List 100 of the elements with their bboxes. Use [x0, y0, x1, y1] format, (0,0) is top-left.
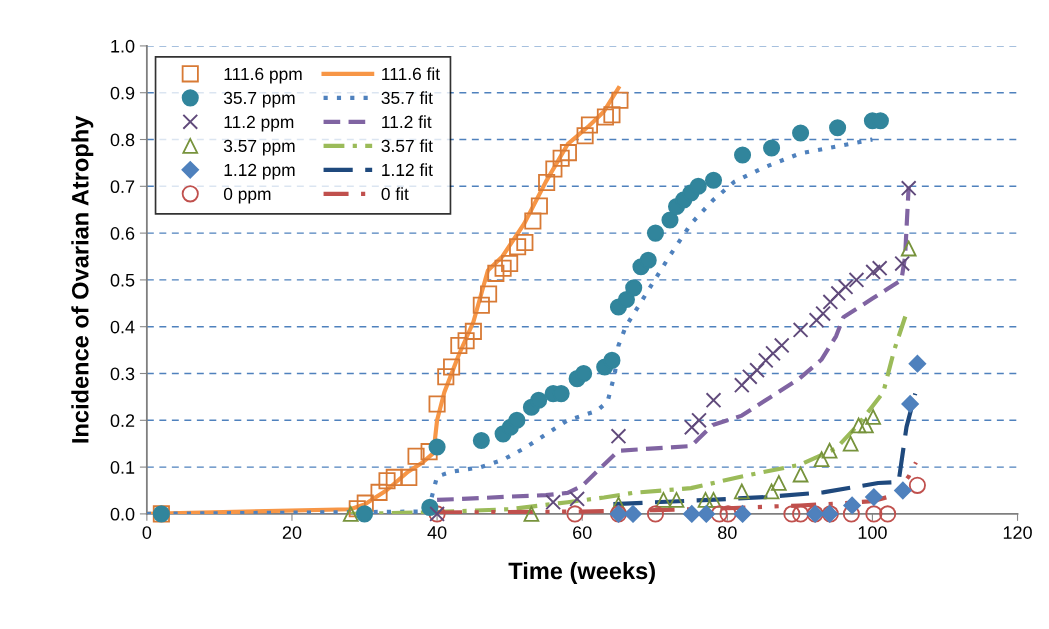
point — [464, 322, 482, 340]
point — [792, 505, 810, 523]
point — [603, 106, 621, 124]
point — [457, 332, 475, 350]
point — [509, 238, 527, 256]
y-tick-label: 1.0 — [111, 39, 135, 53]
legend-label: 1.12 ppm — [224, 163, 295, 180]
point — [646, 505, 665, 523]
x-tick-label: 40 — [427, 526, 447, 539]
point — [770, 475, 787, 491]
point — [865, 488, 883, 506]
y-tick-label: 0.6 — [110, 227, 135, 240]
point — [763, 483, 780, 500]
point — [842, 435, 859, 452]
point — [865, 409, 881, 425]
point — [611, 91, 629, 109]
point — [842, 505, 860, 523]
point — [523, 506, 540, 522]
point — [487, 264, 505, 282]
y-tick-label: 0.4 — [110, 320, 135, 334]
point — [545, 494, 562, 511]
point — [385, 468, 403, 486]
x-tick-label: 100 — [858, 526, 887, 539]
y-tick-label: 0.8 — [110, 133, 135, 147]
point — [683, 419, 700, 436]
point — [407, 447, 425, 465]
point — [420, 443, 438, 461]
point — [437, 368, 455, 386]
y-tick-label: 0.7 — [110, 180, 135, 194]
legend-label: 1.12 fit — [382, 163, 433, 177]
point — [697, 492, 714, 508]
x-tick-label: 60 — [573, 526, 592, 539]
point — [428, 395, 446, 413]
legend-label: 0 ppm — [223, 187, 271, 204]
point — [792, 466, 809, 483]
point — [865, 264, 882, 280]
point — [559, 144, 577, 162]
point — [538, 174, 556, 192]
point — [843, 496, 861, 515]
point — [566, 505, 584, 523]
point — [901, 395, 919, 413]
legend-label: 11.2 fit — [382, 115, 432, 129]
point — [575, 364, 593, 383]
point — [837, 279, 854, 295]
y-axis-title: Incidence of Ovarian Atrophy — [71, 115, 94, 443]
y-tick-label: 0.5 — [110, 273, 135, 287]
legend-label: 3.57 fit — [381, 139, 433, 153]
legend-label: 0 fit — [381, 187, 409, 201]
point — [757, 352, 774, 369]
y-tick-label: 0.1 — [110, 461, 135, 474]
point — [783, 505, 801, 523]
point — [576, 127, 594, 145]
point — [822, 293, 839, 310]
x-tick-label: 80 — [718, 526, 737, 539]
point — [400, 468, 418, 486]
y-tick-label: 0.9 — [110, 86, 135, 100]
point — [472, 296, 490, 314]
point — [355, 505, 374, 523]
x-tick-label: 0 — [142, 526, 152, 539]
point — [848, 271, 865, 288]
point — [625, 279, 643, 297]
point — [858, 417, 874, 434]
point — [765, 345, 781, 362]
legend-label: 3.57 ppm — [223, 139, 295, 156]
point — [443, 358, 461, 376]
point — [624, 505, 642, 523]
legend-label: 11.2 ppm — [224, 115, 294, 132]
point — [850, 417, 867, 434]
legend-label: 111.6 fit — [382, 67, 440, 81]
point — [655, 492, 672, 508]
point — [865, 505, 883, 523]
point — [733, 146, 752, 164]
x-axis-title: Time (weeks) — [508, 561, 655, 584]
point — [871, 260, 888, 277]
point — [610, 496, 627, 513]
x-tick-label: 120 — [1003, 526, 1032, 539]
y-tick-label: 0.3 — [110, 367, 135, 381]
point — [894, 481, 912, 500]
point — [501, 254, 519, 273]
y-tick-label: 0.2 — [110, 414, 135, 428]
y-tick-label: 0.0 — [110, 507, 135, 521]
point — [705, 392, 722, 409]
point — [705, 492, 722, 508]
point — [733, 377, 750, 394]
point — [450, 336, 468, 354]
point — [908, 476, 926, 494]
point — [710, 505, 728, 523]
point — [508, 411, 526, 429]
point — [639, 251, 657, 269]
point — [524, 212, 542, 230]
point — [472, 431, 490, 449]
point — [421, 498, 439, 516]
point — [741, 368, 758, 385]
point — [342, 506, 359, 522]
legend-label: 35.7 ppm — [223, 91, 295, 108]
point — [719, 505, 737, 523]
point — [689, 177, 707, 195]
point — [356, 494, 374, 512]
point — [378, 472, 396, 490]
point — [596, 108, 614, 126]
